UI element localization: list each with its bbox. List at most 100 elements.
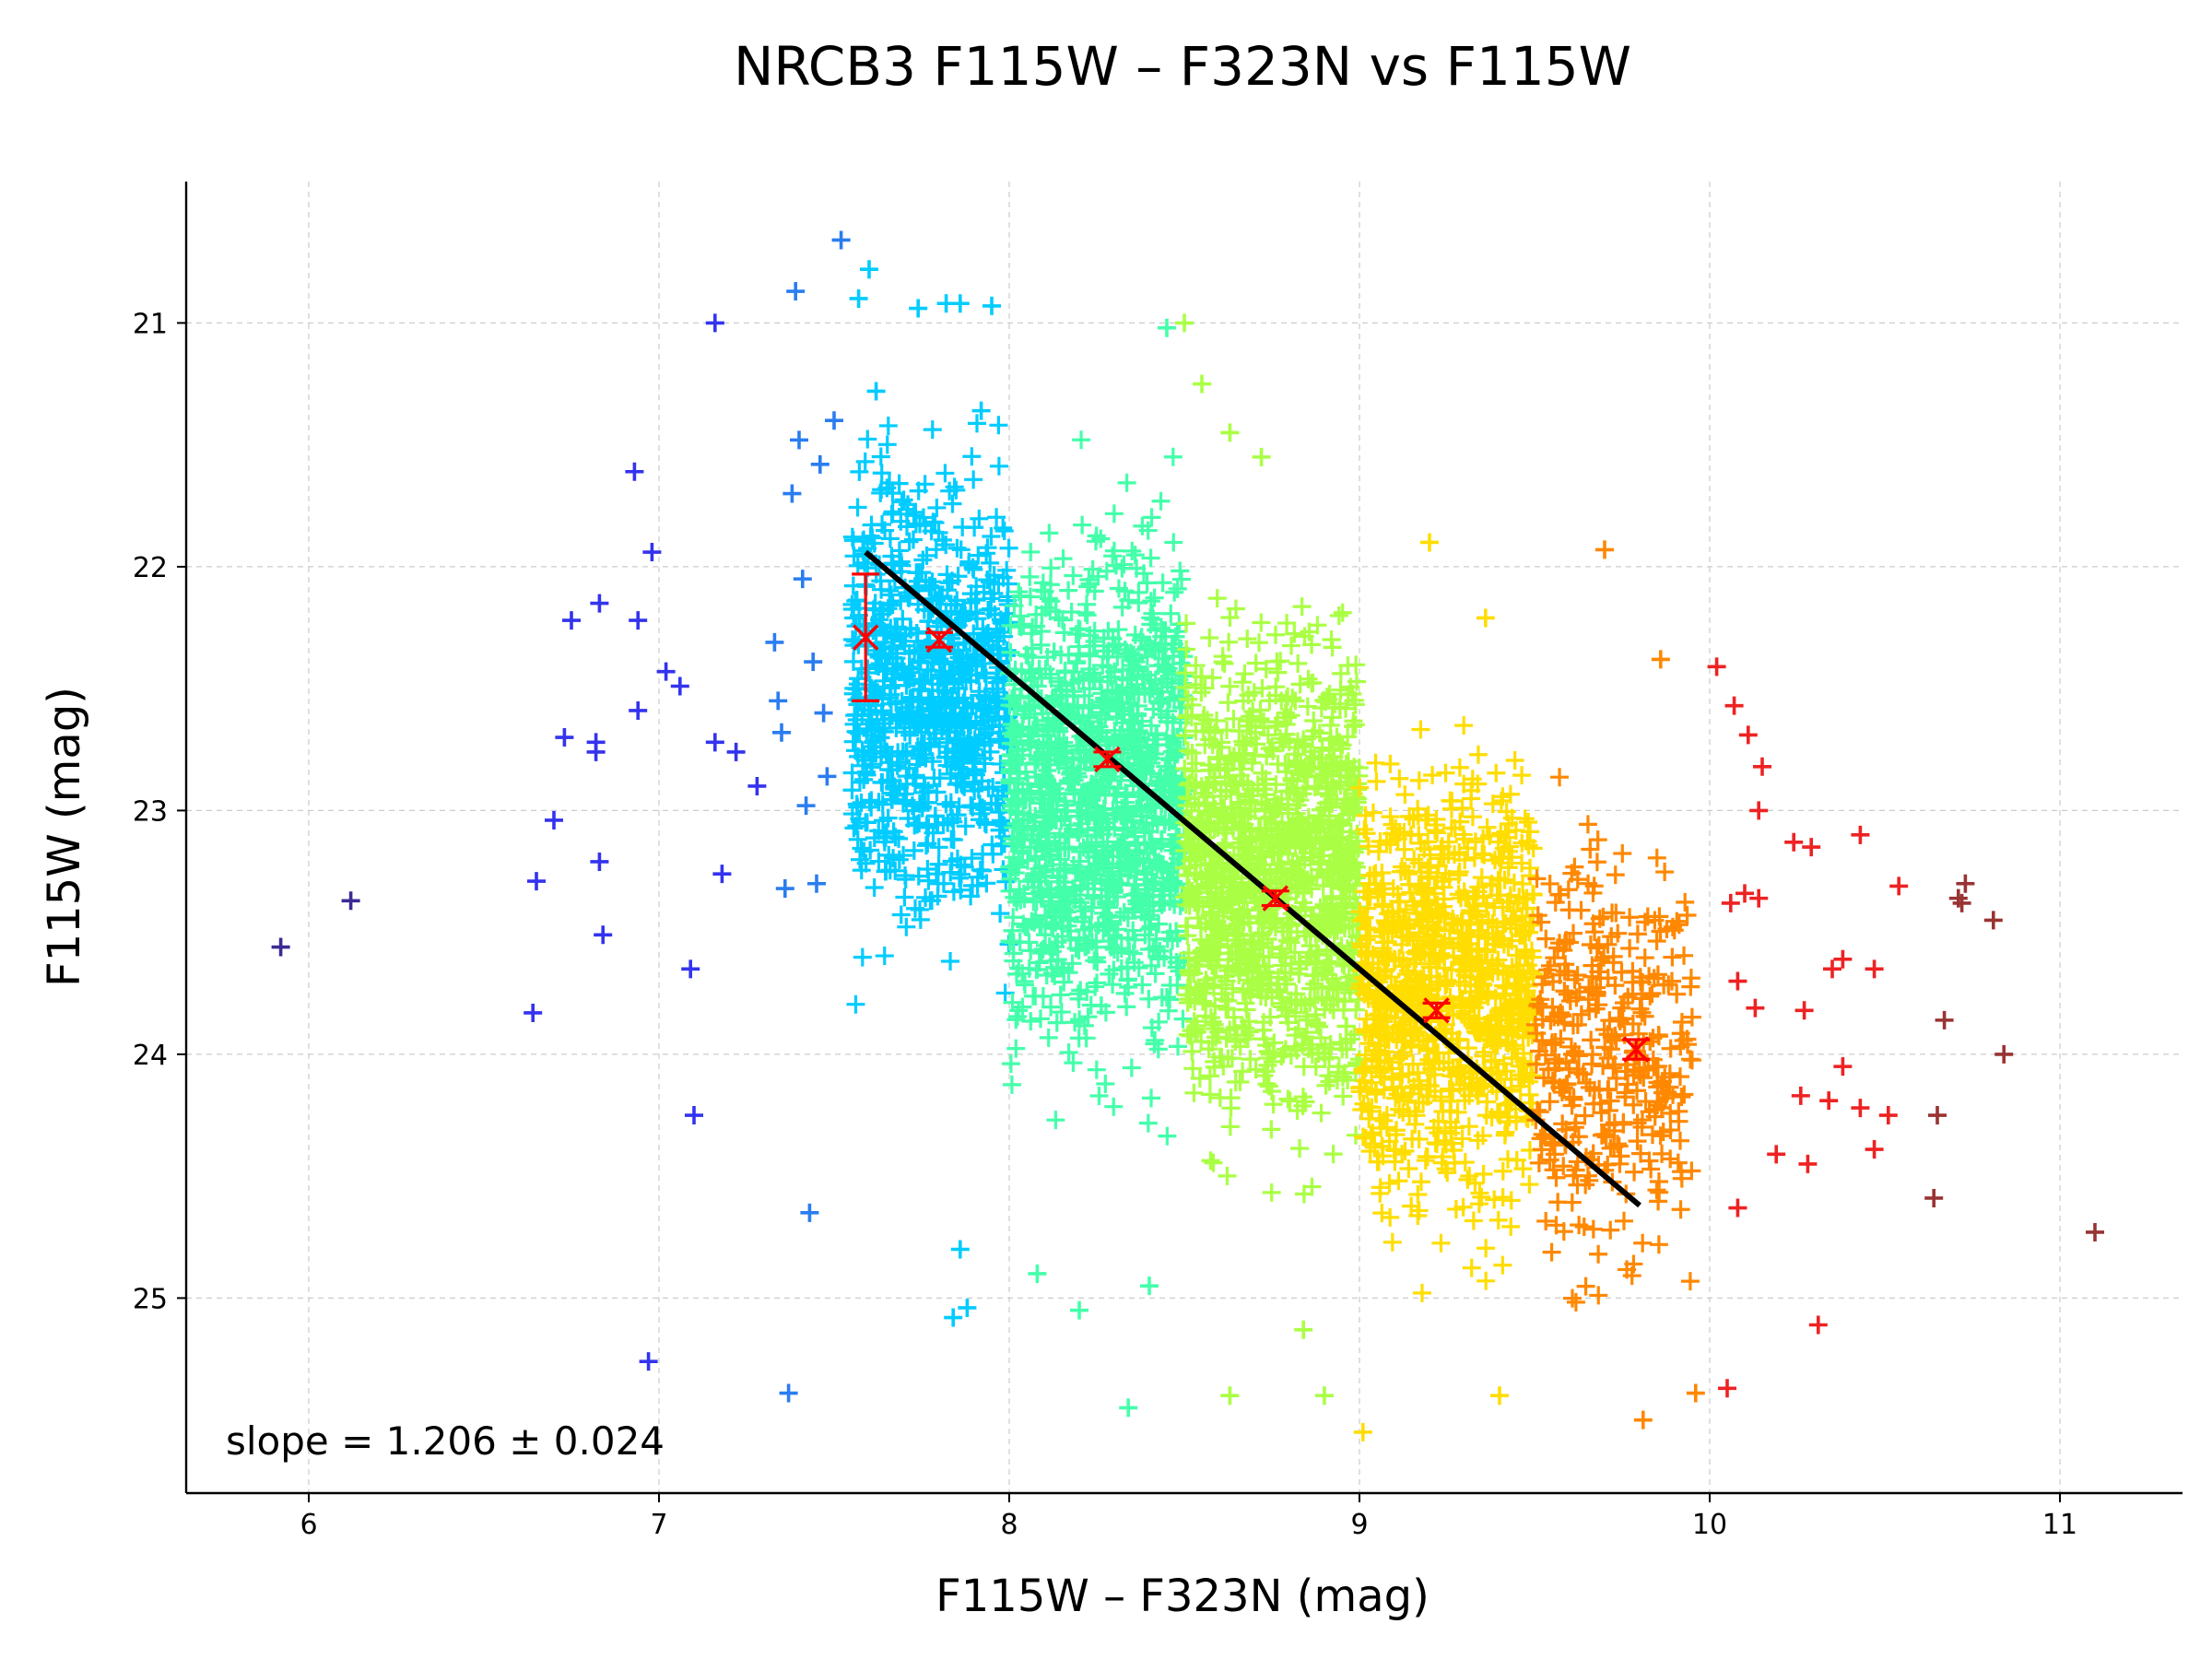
data-point (1528, 906, 1547, 925)
data-point (967, 414, 986, 433)
data-point (1655, 863, 1675, 882)
data-point (1453, 1197, 1473, 1217)
data-point (1184, 838, 1204, 857)
data-point (1512, 853, 1532, 873)
data-point (849, 288, 868, 308)
data-point (1036, 802, 1055, 821)
data-point (1554, 1222, 1573, 1241)
data-point (1351, 1077, 1371, 1097)
data-point (1819, 1091, 1839, 1111)
data-point (1547, 938, 1567, 958)
data-point (1569, 1127, 1588, 1147)
data-point (889, 541, 909, 560)
data-point (555, 728, 574, 747)
data-point (1151, 772, 1171, 792)
data-point (1408, 1184, 1428, 1204)
data-point (850, 462, 869, 481)
data-point (1681, 969, 1700, 988)
data-point (934, 681, 953, 700)
data-point (1108, 943, 1127, 962)
data-point (1169, 1037, 1187, 1056)
data-point (1409, 1130, 1429, 1148)
data-point (1070, 1010, 1089, 1030)
data-point (1124, 953, 1144, 972)
data-point (1324, 1145, 1343, 1164)
data-point (1303, 843, 1323, 863)
data-point (1123, 541, 1142, 560)
data-point (1196, 914, 1216, 934)
data-point (1592, 1103, 1611, 1123)
data-point (875, 947, 894, 966)
data-point (972, 771, 992, 791)
data-point (1274, 733, 1293, 752)
data-point (950, 1240, 970, 1259)
data-point (1152, 627, 1171, 646)
data-point (1171, 561, 1190, 581)
data-point (916, 888, 935, 907)
data-point (1045, 833, 1065, 853)
data-point (1260, 1044, 1279, 1064)
data-point (1220, 423, 1240, 442)
data-point (1082, 862, 1101, 881)
data-point (1584, 1094, 1604, 1113)
data-point (905, 641, 924, 661)
data-point (793, 570, 812, 589)
data-point (1258, 929, 1277, 948)
data-point (1153, 689, 1172, 709)
data-point (685, 1106, 703, 1125)
data-point (1252, 447, 1271, 466)
data-point (1671, 1200, 1690, 1219)
data-point (1496, 822, 1515, 841)
data-point (927, 498, 947, 517)
data-point (1155, 879, 1174, 899)
data-point (1091, 996, 1111, 1016)
data-point (1048, 733, 1067, 752)
data-point (912, 679, 931, 699)
data-point (1464, 1211, 1483, 1230)
data-point (982, 527, 1001, 547)
data-point (1333, 1040, 1352, 1059)
data-point (1000, 771, 1019, 790)
data-point (945, 674, 964, 693)
data-point (1466, 888, 1486, 907)
data-point (1310, 724, 1329, 743)
data-point (989, 416, 1008, 435)
data-point (629, 700, 648, 720)
data-point (1269, 968, 1288, 987)
data-point (987, 508, 1006, 527)
data-point (1501, 912, 1521, 931)
data-point (965, 730, 984, 749)
data-point (1143, 604, 1162, 623)
data-point (1418, 1087, 1438, 1106)
data-point (1206, 996, 1225, 1016)
data-point (1220, 1020, 1240, 1040)
data-point (1603, 903, 1622, 923)
data-point (1372, 895, 1392, 914)
data-point (1176, 708, 1195, 727)
data-point (1242, 753, 1262, 772)
data-point (1220, 608, 1240, 628)
data-point (1406, 1114, 1425, 1134)
data-point (1445, 818, 1465, 838)
data-point (1097, 689, 1116, 709)
data-point (1482, 1052, 1500, 1071)
data-point (1587, 982, 1606, 1002)
data-point (1002, 1075, 1021, 1094)
data-point (844, 818, 864, 838)
data-point (1865, 959, 1884, 979)
data-point (1165, 582, 1184, 602)
data-point (1500, 784, 1520, 804)
data-point (1421, 947, 1441, 966)
data-point (978, 538, 997, 558)
data-point (1006, 1010, 1026, 1030)
data-point (873, 794, 892, 814)
data-point (900, 759, 919, 778)
data-point (1206, 888, 1226, 907)
data-point (1184, 778, 1204, 797)
data-point (1333, 735, 1352, 755)
data-point (1112, 669, 1132, 688)
data-point (989, 456, 1008, 476)
data-point (1550, 768, 1570, 787)
data-point (1994, 1044, 2014, 1064)
data-point (1413, 976, 1432, 995)
